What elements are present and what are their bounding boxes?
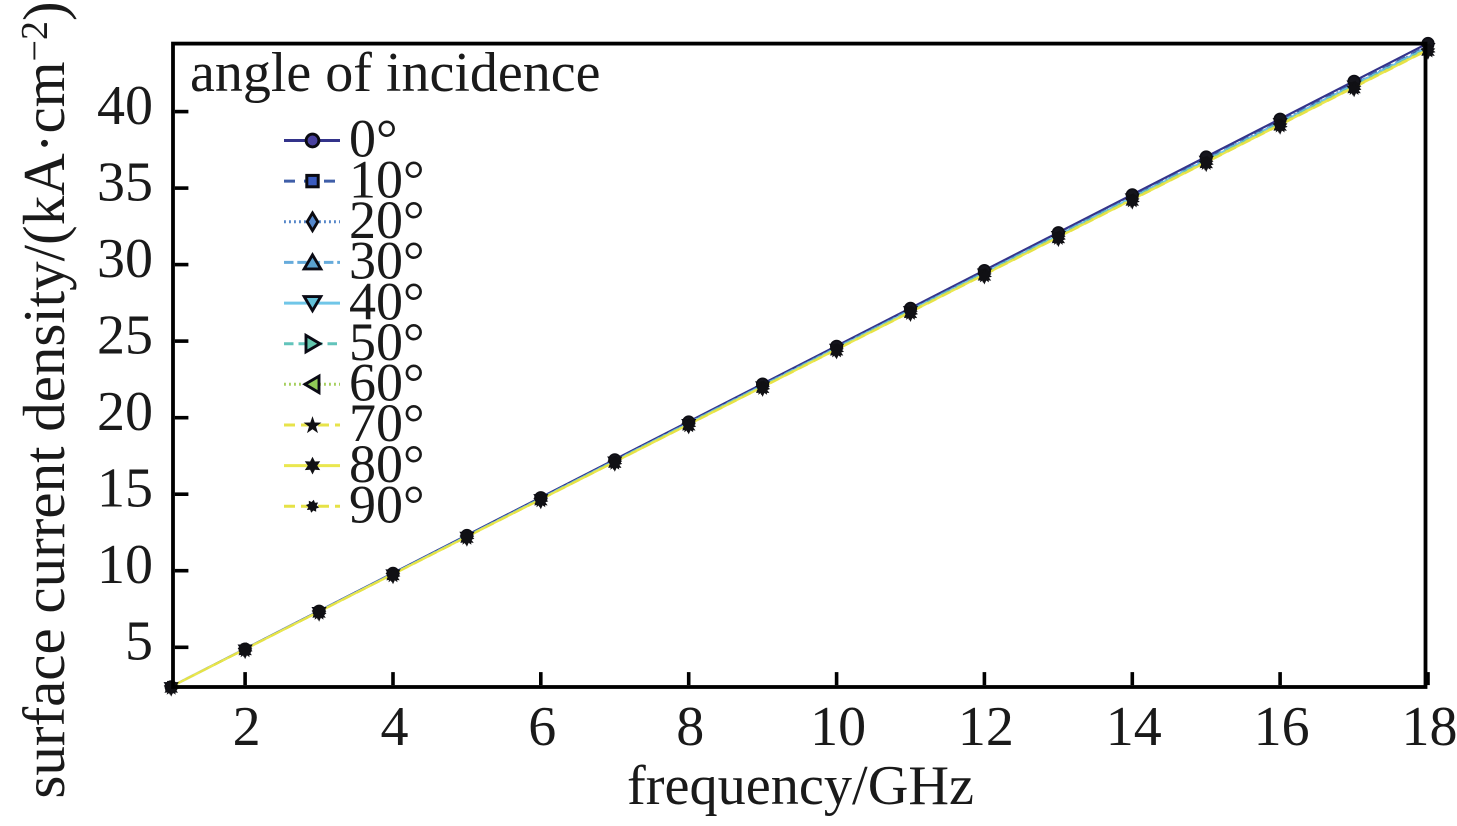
- svg-text:20: 20: [97, 381, 153, 443]
- svg-text:5: 5: [125, 611, 153, 673]
- svg-text:18: 18: [1402, 696, 1457, 758]
- svg-text:6: 6: [528, 696, 556, 758]
- svg-text:14: 14: [1106, 696, 1162, 758]
- svg-text:surface current density/(kA·cm: surface current density/(kA·cm−2): [11, 1, 77, 798]
- svg-text:25: 25: [97, 305, 153, 367]
- svg-text:35: 35: [97, 152, 153, 214]
- svg-text:frequency/GHz: frequency/GHz: [627, 755, 974, 817]
- svg-text:90°: 90°: [349, 475, 425, 535]
- svg-text:8: 8: [676, 696, 704, 758]
- svg-text:10: 10: [97, 534, 153, 596]
- svg-text:30: 30: [97, 228, 153, 290]
- svg-text:40: 40: [97, 75, 153, 137]
- svg-text:12: 12: [958, 696, 1014, 758]
- svg-text:angle of incidence: angle of incidence: [190, 42, 600, 104]
- svg-text:16: 16: [1254, 696, 1310, 758]
- svg-text:4: 4: [381, 696, 409, 758]
- svg-text:15: 15: [97, 458, 153, 520]
- svg-text:10: 10: [810, 696, 866, 758]
- svg-text:2: 2: [233, 696, 261, 758]
